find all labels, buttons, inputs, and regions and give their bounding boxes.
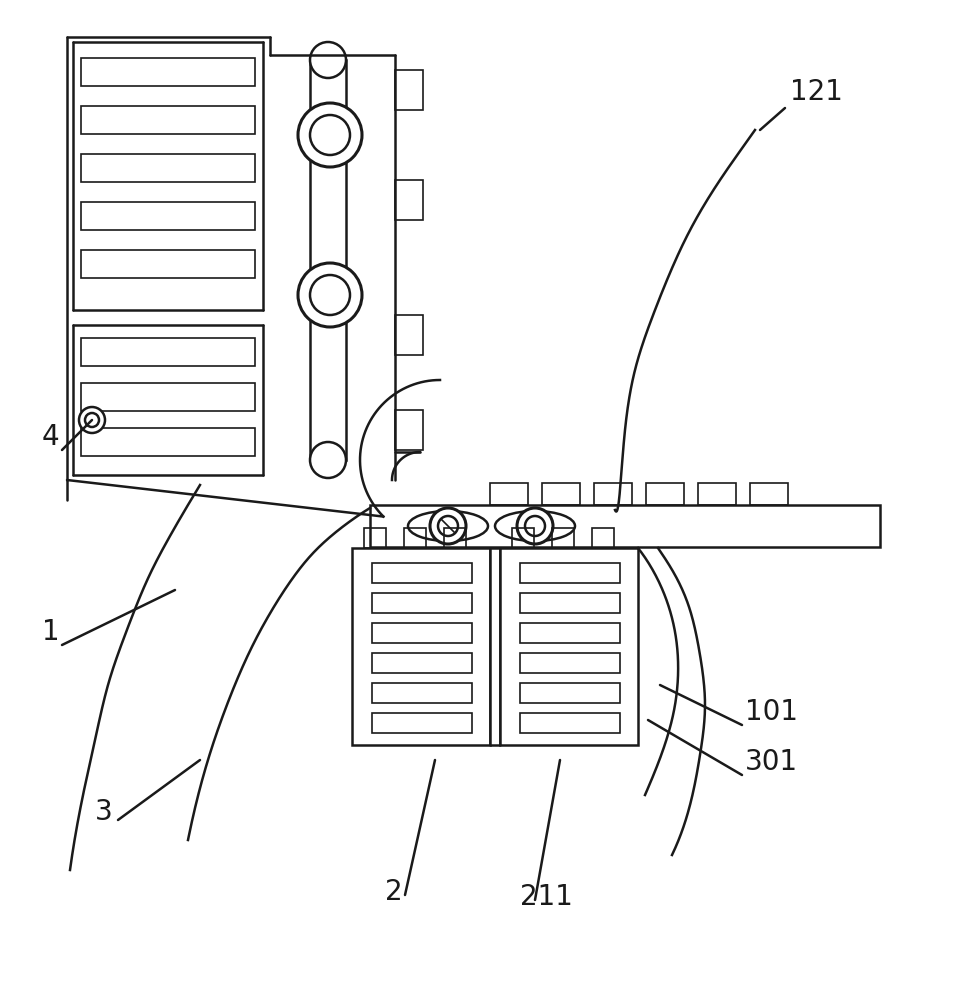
Bar bbox=[520, 713, 620, 733]
Circle shape bbox=[310, 115, 350, 155]
Circle shape bbox=[310, 442, 346, 478]
Bar bbox=[352, 548, 490, 745]
Bar bbox=[520, 683, 620, 703]
Bar bbox=[542, 483, 580, 505]
Bar bbox=[81, 383, 255, 411]
Bar bbox=[395, 180, 423, 220]
Text: 101: 101 bbox=[745, 698, 798, 726]
Bar bbox=[592, 528, 614, 548]
Circle shape bbox=[298, 263, 362, 327]
Bar bbox=[646, 483, 684, 505]
Bar bbox=[490, 483, 528, 505]
Bar bbox=[404, 528, 426, 548]
Bar bbox=[310, 60, 346, 460]
Ellipse shape bbox=[408, 511, 488, 541]
Ellipse shape bbox=[495, 511, 575, 541]
Bar bbox=[81, 338, 255, 366]
Text: 2: 2 bbox=[385, 878, 403, 906]
Text: 211: 211 bbox=[520, 883, 573, 911]
Bar bbox=[372, 623, 472, 643]
Bar bbox=[520, 563, 620, 583]
Circle shape bbox=[525, 516, 545, 536]
Bar bbox=[395, 70, 423, 110]
Bar bbox=[395, 315, 423, 355]
Bar bbox=[364, 528, 386, 548]
Circle shape bbox=[310, 275, 350, 315]
Bar bbox=[372, 683, 472, 703]
Text: 3: 3 bbox=[95, 798, 113, 826]
Bar bbox=[395, 410, 423, 450]
Bar bbox=[594, 483, 632, 505]
Circle shape bbox=[517, 508, 553, 544]
Bar bbox=[520, 623, 620, 643]
Bar bbox=[370, 505, 880, 547]
Circle shape bbox=[310, 42, 346, 78]
Text: 121: 121 bbox=[790, 78, 843, 106]
Bar bbox=[81, 250, 255, 278]
Text: 301: 301 bbox=[745, 748, 798, 776]
Bar bbox=[81, 428, 255, 456]
Bar bbox=[520, 593, 620, 613]
Bar bbox=[372, 563, 472, 583]
Circle shape bbox=[79, 407, 105, 433]
Bar bbox=[372, 593, 472, 613]
Bar bbox=[698, 483, 736, 505]
Circle shape bbox=[430, 508, 466, 544]
Circle shape bbox=[438, 516, 458, 536]
Bar bbox=[81, 202, 255, 230]
Bar bbox=[500, 548, 638, 745]
Circle shape bbox=[298, 103, 362, 167]
Circle shape bbox=[85, 413, 99, 427]
Bar bbox=[372, 653, 472, 673]
Bar bbox=[81, 58, 255, 86]
Bar bbox=[512, 528, 534, 548]
Bar bbox=[552, 528, 574, 548]
Text: 1: 1 bbox=[42, 618, 60, 646]
Bar bbox=[750, 483, 788, 505]
Text: 4: 4 bbox=[42, 423, 60, 451]
Bar bbox=[520, 653, 620, 673]
Bar bbox=[444, 528, 466, 548]
Bar bbox=[81, 154, 255, 182]
Bar bbox=[372, 713, 472, 733]
Bar bbox=[81, 106, 255, 134]
